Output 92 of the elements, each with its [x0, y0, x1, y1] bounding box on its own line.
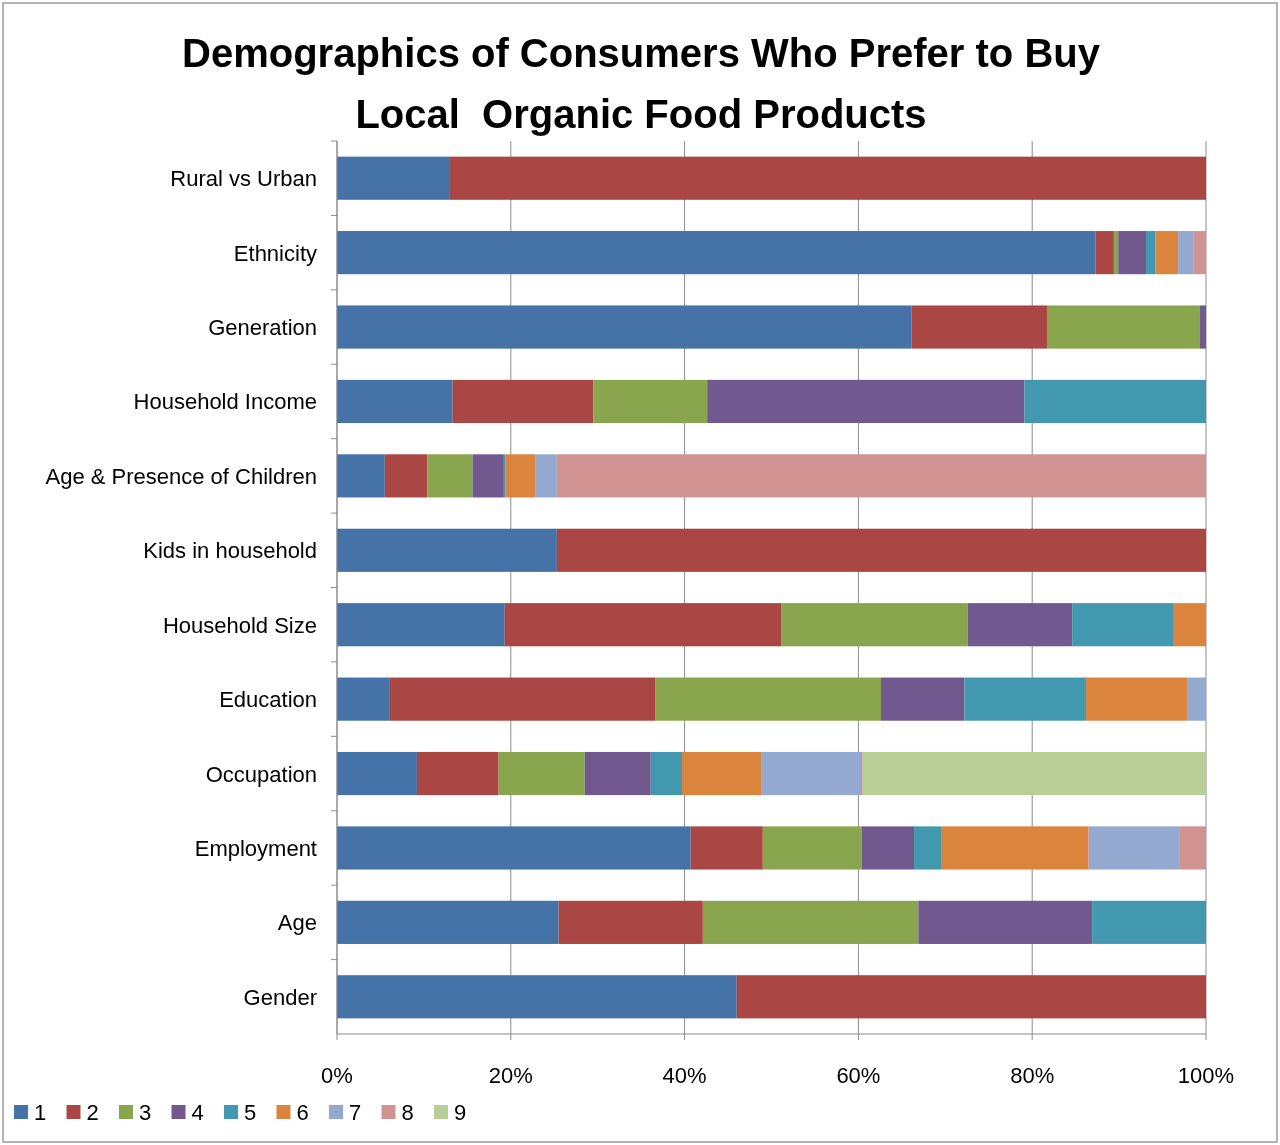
bar — [964, 677, 1087, 721]
bar — [650, 751, 682, 796]
bar — [1173, 603, 1206, 647]
legend-label: 3 — [139, 1100, 152, 1125]
bar — [1178, 231, 1194, 275]
y-tick-label: Age & Presence of Children — [45, 463, 317, 489]
bar — [337, 751, 417, 796]
legend-label: 2 — [86, 1100, 99, 1125]
bar — [762, 826, 862, 870]
legend-label: 6 — [296, 1100, 309, 1125]
y-tick-label: Employment — [194, 835, 317, 861]
bar — [1072, 603, 1174, 647]
bar — [1155, 231, 1179, 275]
bar — [918, 900, 1093, 944]
bar — [1024, 379, 1206, 424]
bar — [702, 900, 919, 944]
bar — [337, 528, 557, 572]
y-tick-label: Ethnicity — [233, 240, 317, 266]
bar — [1092, 900, 1206, 944]
bar — [1088, 826, 1180, 870]
x-tick-label: 100% — [1177, 1063, 1235, 1088]
bar — [914, 826, 942, 870]
x-tick-label: 80% — [1010, 1063, 1055, 1088]
bar — [337, 454, 385, 498]
legend-label: 4 — [191, 1100, 204, 1125]
bar — [337, 603, 505, 647]
bar — [389, 677, 656, 721]
bar — [498, 751, 585, 796]
bar — [337, 305, 912, 349]
y-tick-label: Generation — [208, 315, 317, 341]
bar — [1199, 305, 1206, 349]
bar — [505, 454, 536, 498]
y-tick-label: Rural vs Urban — [170, 166, 317, 192]
bar — [556, 528, 1206, 572]
bar — [690, 826, 763, 870]
bar — [1118, 231, 1147, 275]
legend-label: 7 — [349, 1100, 362, 1125]
bar — [1179, 826, 1206, 870]
x-tick-label: 20% — [488, 1063, 533, 1088]
y-tick-label: Kids in household — [143, 538, 317, 564]
bar — [504, 603, 782, 647]
bar — [1095, 231, 1114, 275]
bar — [736, 975, 1206, 1019]
bar — [449, 156, 1206, 200]
y-tick-label: Household Size — [162, 612, 317, 638]
bar — [1046, 305, 1200, 349]
y-tick-label: Household Income — [133, 389, 317, 415]
bar — [593, 379, 708, 424]
y-tick-label: Gender — [243, 984, 317, 1010]
bar — [472, 454, 504, 498]
bar — [761, 751, 862, 796]
bar — [416, 751, 499, 796]
bar — [337, 231, 1096, 275]
bar — [861, 826, 915, 870]
bar — [427, 454, 473, 498]
bar — [384, 454, 428, 498]
x-tick-label: 60% — [836, 1063, 881, 1088]
y-tick-label: Education — [219, 687, 317, 713]
legend-label: 1 — [34, 1100, 47, 1125]
bar — [862, 751, 1206, 796]
legend-label: 9 — [454, 1100, 467, 1125]
bar — [681, 751, 762, 796]
bar — [1113, 231, 1119, 275]
bar — [1086, 677, 1188, 721]
bar — [1146, 231, 1156, 275]
bar — [337, 677, 390, 721]
bar — [880, 677, 965, 721]
bar — [584, 751, 651, 796]
bar — [911, 305, 1047, 349]
bar — [967, 603, 1073, 647]
bar — [337, 826, 691, 870]
y-tick-label: Occupation — [205, 761, 317, 787]
bar — [941, 826, 1089, 870]
bar — [558, 900, 703, 944]
bar — [655, 677, 881, 721]
bar — [1193, 231, 1206, 275]
x-tick-label: 0% — [321, 1063, 353, 1088]
x-tick-label: 40% — [662, 1063, 707, 1088]
bar — [337, 379, 453, 424]
y-tick-label: Age — [277, 910, 317, 936]
bar — [1187, 677, 1206, 721]
legend-label: 8 — [401, 1100, 414, 1125]
bar — [781, 603, 968, 647]
bar — [535, 454, 557, 498]
bar — [707, 379, 1025, 424]
chart-title: Demographics of Consumers Who Prefer to Buy Local Organic Food Products — [182, 31, 1101, 136]
bar — [452, 379, 594, 424]
bar — [337, 156, 450, 200]
bar — [556, 454, 1206, 498]
bar — [337, 900, 559, 944]
legend-label: 5 — [244, 1100, 257, 1125]
bar — [337, 975, 737, 1019]
